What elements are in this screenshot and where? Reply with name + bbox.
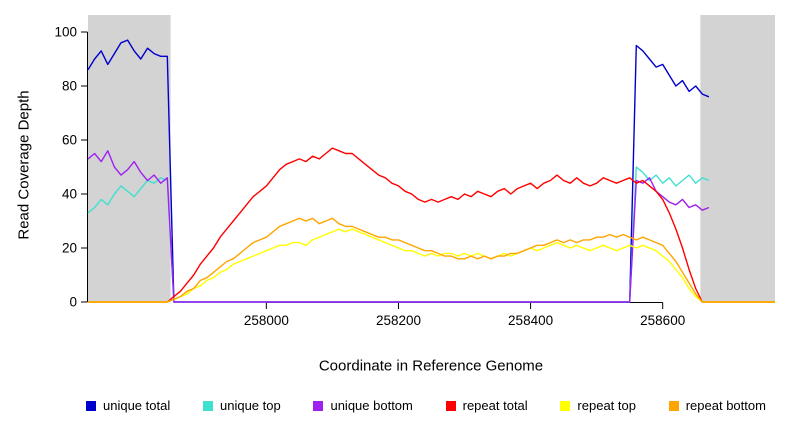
shaded-region — [88, 15, 171, 302]
x-tick-label: 258200 — [376, 313, 421, 328]
series-line-unique-top — [87, 166, 710, 303]
legend-item: unique top — [202, 398, 281, 413]
x-tick-label: 258000 — [244, 313, 289, 328]
shaded-region — [700, 15, 775, 302]
legend-swatch — [313, 400, 324, 411]
legend-label: repeat top — [577, 398, 636, 413]
legend-label: repeat bottom — [685, 398, 766, 413]
chart-svg: 258000 258200 258400 258600 0 20 40 60 80 100 — [54, 15, 775, 328]
legend-label: repeat total — [462, 398, 528, 413]
legend-swatch — [445, 400, 456, 411]
y-tick-label: 100 — [54, 25, 77, 40]
legend-label: unique bottom — [330, 398, 413, 413]
legend-item: unique bottom — [313, 398, 413, 413]
legend-swatch — [668, 400, 679, 411]
series-line-unique-bottom — [87, 150, 710, 303]
y-tick-label: 80 — [62, 79, 77, 94]
legend-label: unique top — [219, 398, 281, 413]
x-tick-label: 258600 — [640, 313, 685, 328]
legend-swatch — [86, 400, 96, 411]
series-line-repeat-total — [88, 147, 775, 303]
legend-item: repeat bottom — [668, 398, 766, 413]
series-line-repeat-top — [88, 228, 775, 303]
legend-item: unique total — [86, 398, 170, 413]
y-tick-label: 20 — [62, 241, 77, 256]
legend-label: unique total — [103, 398, 171, 413]
legend-swatch — [202, 400, 213, 411]
legend-swatch — [560, 400, 571, 411]
legend-item: repeat top — [560, 398, 636, 413]
x-tick-label: 258400 — [508, 313, 553, 328]
legend: unique total unique top unique bottom repea… — [86, 398, 766, 413]
series-line-unique-total — [87, 39, 710, 303]
legend-item: repeat total — [445, 398, 528, 413]
x-axis-label: Coordinate in Reference Genome — [318, 357, 544, 375]
series-line-repeat-bottom — [88, 217, 775, 303]
y-tick-label: 0 — [69, 295, 77, 310]
y-tick-label: 60 — [62, 133, 77, 148]
y-tick-label: 40 — [62, 187, 77, 202]
y-axis-label: Read Coverage Depth — [15, 90, 33, 240]
